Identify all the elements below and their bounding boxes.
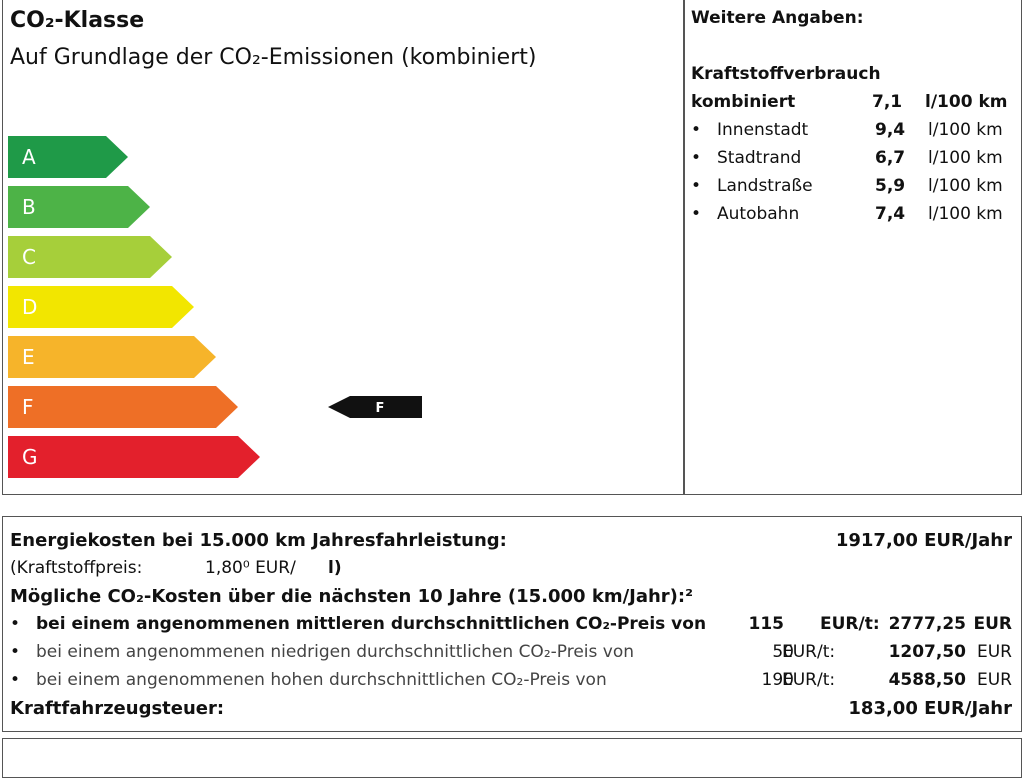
scenario-unit: EUR/t:	[782, 670, 836, 690]
footnote-panel	[2, 738, 1022, 778]
tax-label: Kraftfahrzeugsteuer:	[10, 698, 225, 719]
class-letter: B	[22, 195, 36, 219]
scenario-unit: EUR/t:	[782, 642, 836, 662]
scenario-text: bei einem angenommenen niedrigen durchsc…	[36, 642, 635, 662]
scenario-amount: 4588,50	[888, 670, 966, 690]
class-arrow	[8, 186, 150, 228]
scenario-text: bei einem angenommenen mittleren durchsc…	[36, 614, 707, 634]
item-value: 9,4	[875, 120, 906, 140]
details-heading: Weitere Angaben:	[691, 8, 864, 28]
current-class-marker	[328, 396, 422, 418]
class-arrow	[8, 436, 260, 478]
scenario-currency: EUR	[977, 642, 1012, 662]
class-letter: C	[22, 245, 36, 269]
class-arrow	[8, 336, 216, 378]
scenario-unit: EUR/t:	[820, 614, 880, 634]
class-letter: G	[22, 445, 38, 469]
combined-value: 7,1	[872, 92, 903, 112]
scenario-price: 115	[748, 614, 785, 634]
item-label: Landstraße	[717, 176, 813, 196]
bullet: •	[691, 204, 702, 224]
subtitle: Auf Grundlage der CO₂-Emissionen (kombin…	[10, 45, 537, 70]
item-label: Stadtrand	[717, 148, 802, 168]
combined-label: kombiniert	[691, 92, 796, 112]
item-unit: l/100 km	[928, 148, 1003, 168]
item-label: Autobahn	[717, 204, 800, 224]
class-arrow	[8, 386, 238, 428]
tax-value: 183,00 EUR/Jahr	[848, 698, 1012, 719]
item-unit: l/100 km	[928, 120, 1003, 140]
bullet: •	[10, 614, 21, 634]
class-arrow	[8, 236, 172, 278]
item-value: 5,9	[875, 176, 906, 196]
class-letter: A	[22, 145, 36, 169]
energy-value: 1917,00 EUR/Jahr	[835, 530, 1012, 551]
item-label: Innenstadt	[717, 120, 809, 140]
scenario-price: 50	[772, 642, 794, 662]
class-letter: D	[22, 295, 37, 319]
bullet: •	[10, 670, 21, 690]
bullet: •	[691, 120, 702, 140]
scenario-text: bei einem angenommenen hohen durchschnit…	[36, 670, 607, 690]
co2-heading: Mögliche CO₂-Kosten über die nächsten 10…	[10, 586, 693, 607]
consumption-heading: Kraftstoffverbrauch	[691, 64, 881, 84]
item-value: 6,7	[875, 148, 906, 168]
fuel-price-label: (Kraftstoffpreis:	[10, 558, 143, 578]
scenario-price: 190	[761, 670, 794, 690]
bullet: •	[10, 642, 21, 662]
scenario-amount: 1207,50	[888, 642, 966, 662]
item-unit: l/100 km	[928, 176, 1003, 196]
combined-unit: l/100 km	[925, 92, 1008, 112]
costs-panel	[2, 516, 1022, 732]
label-panel	[2, 0, 685, 495]
item-value: 7,4	[875, 204, 906, 224]
title: CO₂-Klasse	[10, 8, 145, 33]
fuel-price-unit: l)	[328, 558, 342, 578]
current-class-letter: F	[376, 401, 385, 416]
class-scale: A B C D E F G F	[8, 136, 422, 478]
bullet: •	[691, 148, 702, 168]
class-letter: F	[22, 395, 34, 419]
fuel-price-value: 1,80⁰ EUR/	[205, 558, 296, 578]
class-letter: E	[22, 345, 35, 369]
scenario-amount: 2777,25	[888, 614, 966, 634]
scenario-currency: EUR	[977, 670, 1012, 690]
item-unit: l/100 km	[928, 204, 1003, 224]
scenario-currency: EUR	[973, 614, 1012, 634]
energy-label: Energiekosten bei 15.000 km Jahresfahrle…	[10, 530, 507, 551]
bullet: •	[691, 176, 702, 196]
details-panel	[683, 0, 1022, 495]
class-arrow	[8, 136, 128, 178]
class-arrow	[8, 286, 194, 328]
